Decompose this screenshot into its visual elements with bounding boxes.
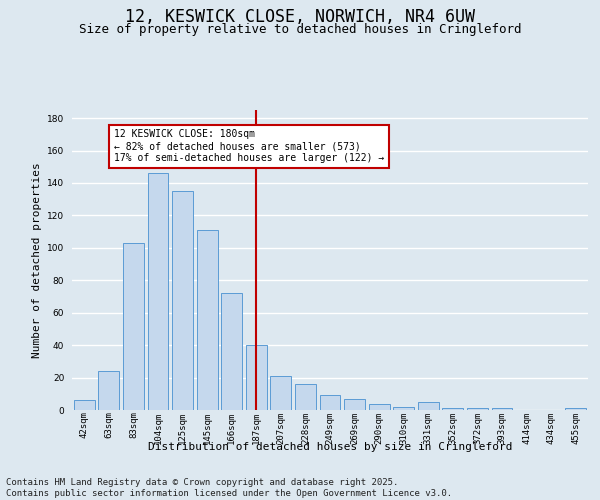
Text: 12, KESWICK CLOSE, NORWICH, NR4 6UW: 12, KESWICK CLOSE, NORWICH, NR4 6UW — [125, 8, 475, 26]
Bar — [442, 408, 463, 410]
Bar — [172, 191, 193, 410]
Bar — [320, 396, 340, 410]
Bar — [197, 230, 218, 410]
Y-axis label: Number of detached properties: Number of detached properties — [32, 162, 41, 358]
Bar — [74, 400, 95, 410]
Bar — [98, 371, 119, 410]
Text: Contains HM Land Registry data © Crown copyright and database right 2025.
Contai: Contains HM Land Registry data © Crown c… — [6, 478, 452, 498]
Bar — [418, 402, 439, 410]
Bar — [467, 408, 488, 410]
Bar — [491, 408, 512, 410]
Bar — [271, 376, 292, 410]
Text: 12 KESWICK CLOSE: 180sqm
← 82% of detached houses are smaller (573)
17% of semi-: 12 KESWICK CLOSE: 180sqm ← 82% of detach… — [114, 130, 384, 162]
Bar — [295, 384, 316, 410]
Bar — [221, 293, 242, 410]
Bar — [148, 173, 169, 410]
Bar — [344, 398, 365, 410]
Bar — [368, 404, 389, 410]
Text: Distribution of detached houses by size in Cringleford: Distribution of detached houses by size … — [148, 442, 512, 452]
Bar — [246, 345, 267, 410]
Bar — [565, 408, 586, 410]
Bar — [393, 407, 414, 410]
Text: Size of property relative to detached houses in Cringleford: Size of property relative to detached ho… — [79, 22, 521, 36]
Bar — [123, 243, 144, 410]
